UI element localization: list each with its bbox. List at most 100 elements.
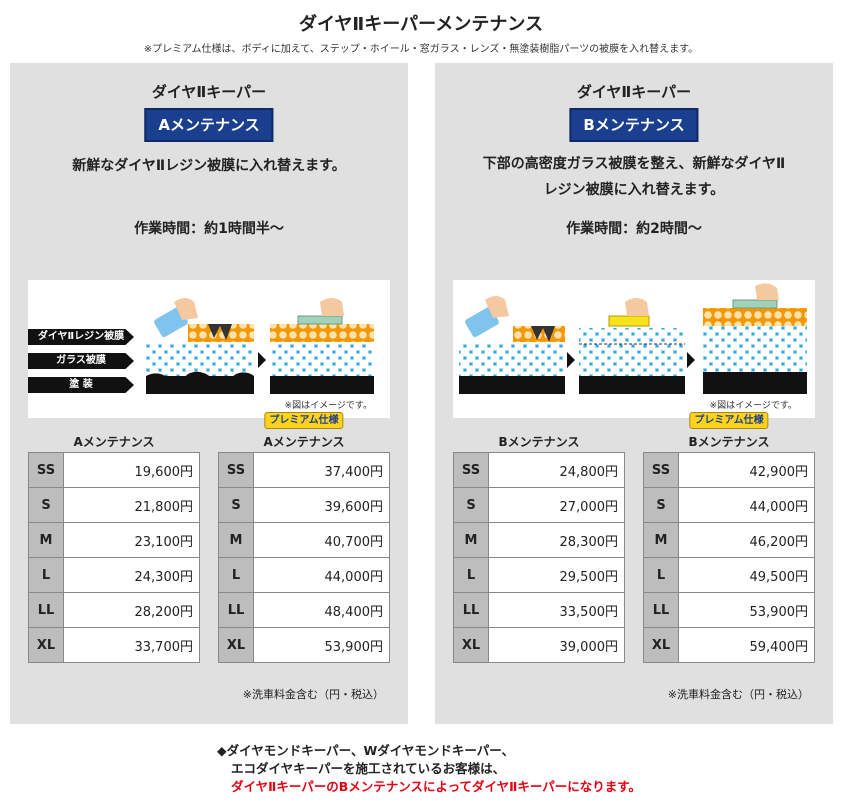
description-line: 下部の高密度ガラス被膜を整え、新鮮なダイヤⅡ	[482, 156, 786, 172]
price-cell: 44,000円	[253, 557, 390, 593]
size-cell: LL	[453, 592, 489, 628]
price-cell: 28,200円	[63, 592, 200, 628]
price-cell: 33,500円	[488, 592, 625, 628]
table-row: M 46,200円	[643, 522, 815, 558]
table-row: M 28,300円	[453, 522, 625, 558]
price-cell: 29,500円	[488, 557, 625, 593]
price-cell: 33,700円	[63, 627, 200, 663]
size-cell: M	[643, 522, 679, 558]
size-cell: LL	[28, 592, 64, 628]
panel-b-maintenance: ダイヤⅡキーパー Bメンテナンス 下部の高密度ガラス被膜を整え、新鮮なダイヤⅡ …	[435, 63, 833, 724]
table-row: SS 37,400円	[218, 452, 390, 488]
size-cell: S	[453, 487, 489, 523]
layer-label-resin: ダイヤⅡレジン被膜	[28, 329, 134, 345]
panel-description: 下部の高密度ガラス被膜を整え、新鮮なダイヤⅡ レジン被膜に入れ替えます。	[435, 151, 833, 203]
layer-label-glass: ガラス被膜	[28, 353, 134, 369]
size-cell: L	[453, 557, 489, 593]
panel-title: ダイヤⅡキーパー	[151, 83, 267, 101]
footer-line: エコダイヤキーパーを施工されているお客様は、	[231, 761, 506, 776]
table-row: S 27,000円	[453, 487, 625, 523]
maintenance-badge: Aメンテナンス	[144, 108, 274, 142]
price-cell: 59,400円	[678, 627, 815, 663]
size-cell: L	[28, 557, 64, 593]
table-row: M 40,700円	[218, 522, 390, 558]
table-row: S 44,000円	[643, 487, 815, 523]
maintenance-badge: Bメンテナンス	[569, 108, 699, 142]
table-header-label: Aメンテナンス	[263, 435, 345, 449]
panel-description: 新鮮なダイヤⅡレジン被膜に入れ替えます。	[10, 153, 408, 179]
price-cell: 19,600円	[63, 452, 200, 488]
price-table: SS 37,400円 S 39,600円 M 40,700円 L 44,000円 LL 48,40…	[218, 452, 390, 663]
table-row: L 49,500円	[643, 557, 815, 593]
price-cell: 24,300円	[63, 557, 200, 593]
price-table-premium: プレミアム仕様 Aメンテナンス SS 37,400円 S 39,600円 M 40,700…	[218, 412, 390, 663]
size-cell: SS	[28, 452, 64, 488]
table-row: L 44,000円	[218, 557, 390, 593]
table-header: Aメンテナンス	[73, 435, 155, 449]
price-cell: 44,000円	[678, 487, 815, 523]
size-cell: XL	[453, 627, 489, 663]
price-cell: 53,900円	[253, 627, 390, 663]
price-cell: 48,400円	[253, 592, 390, 628]
table-row: M 23,100円	[28, 522, 200, 558]
price-table-standard: Bメンテナンス SS 24,800円 S 27,000円 M 28,300円 L 29,500…	[453, 432, 625, 663]
table-row: SS 19,600円	[28, 452, 200, 488]
tax-note: ※洗車料金含む（円・税込）	[667, 688, 809, 701]
table-header: プレミアム仕様 Aメンテナンス	[218, 412, 390, 452]
table-row: S 39,600円	[218, 487, 390, 523]
price-table-standard: Aメンテナンス SS 19,600円 S 21,800円 M 23,100円 L 24,300…	[28, 432, 200, 663]
work-time: 作業時間：約2時間～	[566, 221, 702, 237]
price-table-premium: プレミアム仕様 Bメンテナンス SS 42,900円 S 44,000円 M 46,200…	[643, 412, 815, 663]
table-header: プレミアム仕様 Bメンテナンス	[643, 412, 815, 452]
panel-title: ダイヤⅡキーパー	[576, 83, 692, 101]
footer-emphasis: ダイヤⅡキーパーのBメンテナンスによってダイヤⅡキーパーになります。	[231, 779, 641, 794]
size-cell: XL	[218, 627, 254, 663]
tax-note: ※洗車料金含む（円・税込）	[242, 688, 384, 701]
description-line: レジン被膜に入れ替えます。	[543, 182, 725, 198]
size-cell: S	[218, 487, 254, 523]
size-cell: M	[28, 522, 64, 558]
image-note: ※図はイメージです。	[709, 401, 797, 411]
process-illustration: ※図はイメージです。	[453, 280, 815, 418]
image-note: ※図はイメージです。	[284, 401, 372, 411]
table-row: LL 33,500円	[453, 592, 625, 628]
panel-a-maintenance: ダイヤⅡキーパー Aメンテナンス 新鮮なダイヤⅡレジン被膜に入れ替えます。 作業…	[10, 63, 408, 724]
layer-label-paint: 塗 装	[28, 377, 134, 393]
size-cell: S	[28, 487, 64, 523]
table-row: XL 59,400円	[643, 627, 815, 663]
table-row: XL 39,000円	[453, 627, 625, 663]
price-cell: 27,000円	[488, 487, 625, 523]
price-table: SS 24,800円 S 27,000円 M 28,300円 L 29,500円 LL 33,50…	[453, 452, 625, 663]
table-row: SS 42,900円	[643, 452, 815, 488]
footer-note: ◆ダイヤモンドキーパー、Wダイヤモンドキーパー、 エコダイヤキーパーを施工されて…	[217, 742, 641, 796]
work-time: 作業時間：約1時間半～	[134, 221, 284, 237]
price-cell: 40,700円	[253, 522, 390, 558]
price-table: SS 42,900円 S 44,000円 M 46,200円 L 49,500円 LL 53,90…	[643, 452, 815, 663]
table-row: L 29,500円	[453, 557, 625, 593]
price-cell: 39,000円	[488, 627, 625, 663]
price-cell: 42,900円	[678, 452, 815, 488]
layer-diagram	[459, 283, 807, 394]
size-cell: M	[453, 522, 489, 558]
price-cell: 24,800円	[488, 452, 625, 488]
size-cell: LL	[643, 592, 679, 628]
size-cell: S	[643, 487, 679, 523]
price-cell: 49,500円	[678, 557, 815, 593]
size-cell: L	[218, 557, 254, 593]
table-row: SS 24,800円	[453, 452, 625, 488]
size-cell: SS	[643, 452, 679, 488]
size-cell: SS	[453, 452, 489, 488]
size-cell: M	[218, 522, 254, 558]
price-cell: 28,300円	[488, 522, 625, 558]
table-header-label: Bメンテナンス	[688, 435, 770, 449]
price-cell: 39,600円	[253, 487, 390, 523]
table-row: XL 33,700円	[28, 627, 200, 663]
size-cell: LL	[218, 592, 254, 628]
premium-badge: プレミアム仕様	[689, 412, 769, 429]
price-cell: 46,200円	[678, 522, 815, 558]
process-illustration: ダイヤⅡレジン被膜 ガラス被膜 塗 装 ※図はイメージです。	[28, 280, 390, 418]
premium-note: ※プレミアム仕様は、ボディに加えて、ステップ・ホイール・窓ガラス・レンズ・無塗装…	[143, 44, 699, 55]
table-row: LL 48,400円	[218, 592, 390, 628]
price-cell: 53,900円	[678, 592, 815, 628]
